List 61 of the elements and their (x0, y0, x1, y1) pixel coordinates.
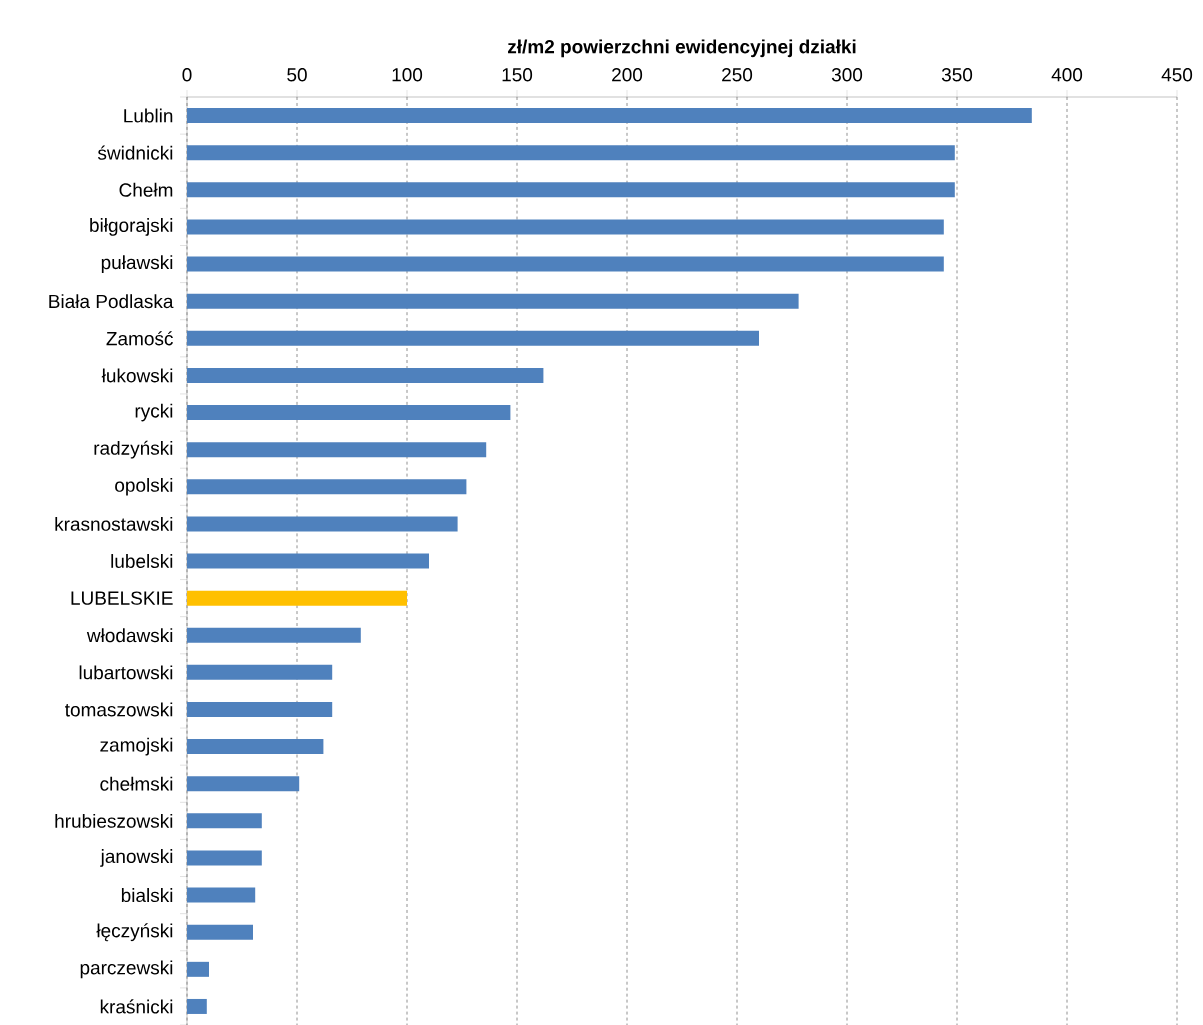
y-tick-label: bialski (121, 888, 173, 903)
y-tick-label: rycki (135, 403, 173, 422)
bar (187, 330, 759, 346)
x-tick-label: 450 (1161, 68, 1193, 82)
bar (187, 367, 544, 383)
y-tick-label: Biała Podlaska (49, 294, 174, 309)
x-tick-label: 100 (392, 68, 423, 82)
y-tick-label: łęczyński (96, 923, 173, 942)
bar (187, 256, 944, 272)
y-tick-label: Lublin (124, 108, 173, 123)
y-tick-label: włodawski (86, 628, 173, 643)
x-tick-label: 300 (831, 68, 863, 82)
x-axis-title: zł/m2 powierzchni ewidencyjnej działki (508, 39, 856, 58)
y-tick-label: hrubieszowski (55, 813, 173, 828)
bar (187, 516, 458, 532)
bar (187, 961, 209, 977)
bar (187, 553, 429, 569)
x-tick-label: 350 (941, 68, 973, 82)
y-tick-label: radzyński (94, 440, 173, 459)
bar (187, 813, 262, 829)
x-tick-label: 0 (182, 68, 192, 82)
y-tick-label: łukowski (101, 368, 173, 383)
y-tick-label: Chełm (119, 182, 173, 197)
y-tick-label: lubelski (111, 554, 173, 568)
y-tick-label: puławski (101, 255, 173, 273)
bar (187, 850, 262, 866)
bar (187, 776, 300, 792)
x-tick-label: 150 (502, 68, 533, 82)
bar (187, 701, 333, 717)
y-tick-label: parczewski (80, 960, 173, 979)
y-tick-label: Zamość (106, 331, 173, 346)
bar (187, 442, 487, 458)
bar (187, 739, 324, 755)
y-tick-label: tomaszowski (65, 702, 173, 717)
bar (187, 293, 799, 309)
y-tick-label: lubartowski (79, 665, 173, 680)
y-tick-label: opolski (115, 477, 173, 496)
bar (187, 998, 207, 1014)
x-tick-label: 250 (722, 68, 753, 82)
bar (187, 405, 511, 421)
y-tick-label: chełmski (100, 776, 173, 791)
x-tick-label: 200 (612, 68, 643, 82)
bar (187, 145, 955, 161)
x-tick-label: 400 (1051, 68, 1083, 82)
y-tick-label: świdnicki (97, 145, 173, 160)
y-tick-label: janowski (100, 849, 173, 867)
y-tick-label: krasnostawski (55, 516, 173, 531)
bar (187, 887, 256, 903)
y-tick-label: biłgorajski (90, 218, 173, 236)
bar (187, 664, 333, 680)
bar (187, 590, 407, 606)
bar (187, 182, 955, 198)
bar (187, 108, 1032, 124)
x-tick-label: 50 (287, 68, 307, 82)
y-tick-label: LUBELSKIE (71, 591, 173, 605)
bar (187, 479, 467, 495)
bar (187, 924, 253, 940)
bar (187, 627, 361, 643)
y-tick-label: zamojski (100, 737, 173, 756)
bar (187, 219, 944, 235)
y-tick-label: kraśnicki (100, 999, 173, 1014)
